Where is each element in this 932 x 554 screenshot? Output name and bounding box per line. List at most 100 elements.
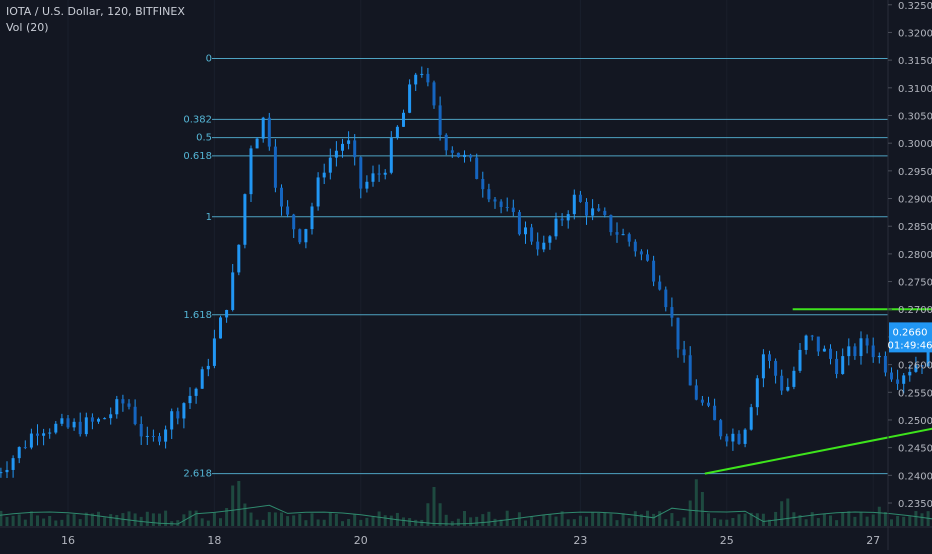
volume-bar <box>676 520 680 526</box>
candle-body <box>225 309 229 318</box>
candle-body <box>377 173 381 175</box>
y-tick-label: 0.2500 <box>898 416 932 427</box>
candle-body <box>450 150 454 153</box>
volume-bar <box>572 519 576 526</box>
fib-level-label: 0 <box>206 53 212 64</box>
volume-bar <box>176 520 180 526</box>
candle-body <box>164 429 168 442</box>
volume-bar <box>200 518 204 526</box>
candle-body <box>585 201 588 216</box>
volume-bar <box>646 510 649 526</box>
candle-body <box>530 227 534 242</box>
volume-bar <box>280 512 283 526</box>
candle-body <box>11 458 15 470</box>
volume-bar <box>804 519 808 526</box>
candle-body <box>145 435 149 437</box>
volume-bar <box>621 513 625 526</box>
candle-body <box>280 187 283 207</box>
volume-bar <box>133 513 137 526</box>
volume-bar <box>60 519 64 526</box>
x-tick-label: 25 <box>720 534 734 547</box>
candle-body <box>29 433 33 448</box>
candle-body <box>615 232 619 235</box>
candle-body <box>646 254 649 261</box>
candle-body <box>261 117 265 139</box>
fib-level-label: 2.618 <box>183 469 212 480</box>
fib-level-label: 0.618 <box>183 151 212 162</box>
candle-body <box>926 348 930 367</box>
volume-bar <box>877 506 881 526</box>
annotations-layer: Breakout abovehere requiredBullish Rever… <box>704 308 932 475</box>
volume-bar <box>78 519 82 526</box>
volume-bar <box>920 513 924 526</box>
candle-body <box>658 281 662 290</box>
volume-bar <box>749 512 753 526</box>
volume-bar <box>670 513 674 526</box>
candle-body <box>780 375 784 391</box>
volume-bar <box>225 508 229 526</box>
candle-body <box>627 234 631 242</box>
candle-body <box>231 272 235 310</box>
candle-body <box>395 126 399 138</box>
candle-body <box>774 360 778 376</box>
candle-body <box>188 395 192 404</box>
candle-body <box>542 242 546 250</box>
volume-bar <box>883 512 887 526</box>
candle-body <box>560 218 564 221</box>
candle-body <box>841 356 845 374</box>
candle-body <box>487 189 491 200</box>
y-tick-label: 0.3200 <box>898 28 932 39</box>
candle-body <box>505 206 509 208</box>
candle-body <box>761 354 765 379</box>
volume-bar <box>829 515 832 526</box>
volume-bar <box>658 511 662 526</box>
volume-bar <box>219 518 222 526</box>
candle-body <box>554 218 558 237</box>
volume-bar <box>731 517 735 526</box>
volume-bar <box>456 518 460 526</box>
volume-bar <box>432 487 436 526</box>
volume-bar <box>591 512 595 526</box>
y-tick-label: 0.2850 <box>898 222 932 233</box>
volume-bar <box>231 485 235 526</box>
candle-body <box>353 140 357 158</box>
volume-bar <box>5 516 9 526</box>
volume-bar <box>609 513 613 526</box>
candle-body <box>78 421 82 435</box>
volume-bar <box>798 515 802 526</box>
volume-bar <box>816 518 820 526</box>
volume-bar <box>426 503 430 526</box>
candle-body <box>755 378 759 408</box>
fibonacci-layer: 0 0.382 0.5 0.618 1 1.618 2.618 <box>183 53 888 480</box>
candle-body <box>810 335 814 337</box>
candle-body <box>475 157 479 179</box>
volume-bar <box>292 515 296 526</box>
volume-bar <box>408 518 412 526</box>
volume-bar <box>371 516 375 526</box>
candle-body <box>633 241 637 252</box>
candle-body <box>456 152 460 158</box>
y-tick-label: 0.3000 <box>898 139 932 150</box>
candle-body <box>316 177 320 207</box>
volume-indicator-label: Vol (20) <box>6 21 49 34</box>
volume-bar <box>267 512 271 526</box>
volume-bar <box>847 511 851 526</box>
y-tick-label: 0.2350 <box>898 499 932 510</box>
candle-body <box>0 472 3 474</box>
candle-body <box>499 201 503 207</box>
volume-bar <box>322 519 326 526</box>
candle-body <box>54 423 58 433</box>
volume-bar <box>560 511 564 526</box>
y-tick-label: 0.2900 <box>898 195 932 206</box>
volume-bar <box>493 518 497 526</box>
volume-bar <box>761 513 765 526</box>
candle-body <box>883 355 887 373</box>
candle-body <box>719 420 723 437</box>
y-tick-label: 0.3250 <box>898 1 932 12</box>
volume-bar <box>603 512 607 526</box>
volume-bar <box>499 519 503 526</box>
candle-body <box>707 402 710 406</box>
volume-bar <box>865 516 869 526</box>
